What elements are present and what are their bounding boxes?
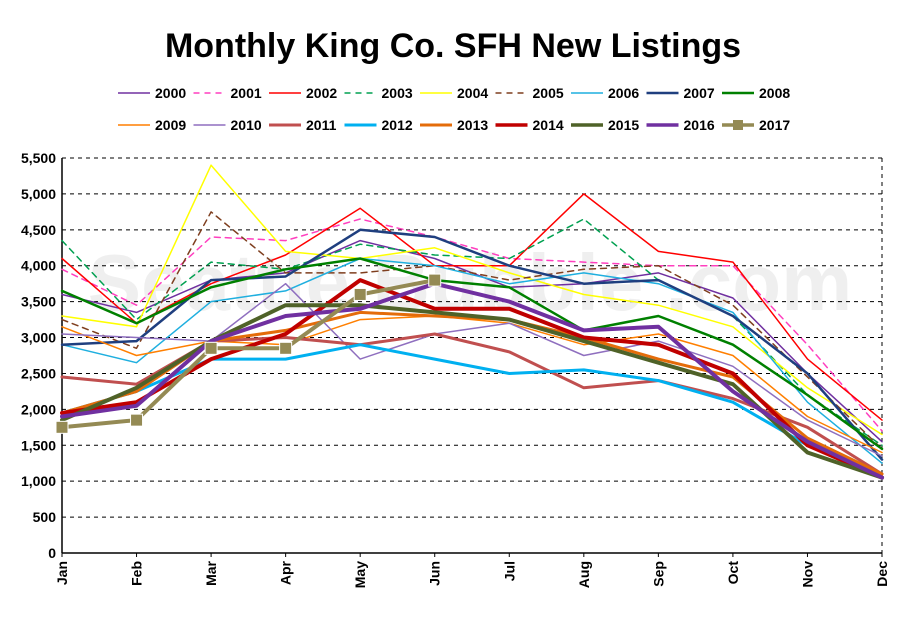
legend-item: 2010 (193, 117, 262, 133)
legend-item: 2002 (269, 85, 337, 101)
legend-label: 2000 (155, 85, 186, 101)
y-tick-label: 5,000 (21, 186, 56, 202)
series-line-2004 (61, 164, 883, 436)
legend-label: 2010 (231, 117, 262, 133)
series-line-2009 (61, 315, 883, 454)
legend-label: 2003 (382, 85, 413, 101)
legend-label: 2009 (155, 117, 186, 133)
plot-area: 0 500 1,000 1,500 2,000 2,500 3,000 3,500 4,000 4… (21, 150, 890, 588)
data-point-2017 (279, 341, 293, 355)
legend-label: 2014 (533, 117, 564, 133)
data-point-2017 (204, 341, 218, 355)
legend-label: 2013 (457, 117, 488, 133)
series-line-2010 (61, 282, 883, 457)
legend-label: 2007 (684, 85, 715, 101)
y-tick-label: 0 (48, 545, 56, 561)
x-tick-label: Jan (54, 561, 70, 585)
series-line-2005 (61, 211, 883, 450)
x-tick-label: Feb (129, 561, 145, 586)
legend-item: 2008 (722, 85, 790, 101)
legend-label: 2015 (608, 117, 639, 133)
series-line-2011 (60, 332, 884, 476)
legend-item: 2014 (495, 117, 564, 133)
x-tick-label: Aug (576, 561, 592, 588)
legend: 2000 2001 2002 2003 2004 2005 2006 2007 2008 2009… (118, 85, 790, 133)
x-tick-label: Oct (725, 561, 741, 585)
data-point-2017 (428, 273, 442, 287)
legend-label: 2006 (608, 85, 639, 101)
legend-label: 2008 (759, 85, 790, 101)
legend-label: 2011 (306, 117, 337, 133)
legend-label: 2004 (457, 85, 488, 101)
chart-title: Monthly King Co. SFH New Listings (165, 27, 741, 65)
legend-item: 2004 (420, 85, 488, 101)
data-point-2017 (130, 413, 144, 427)
legend-item: 2005 (495, 85, 564, 101)
series-line-2014 (60, 278, 884, 480)
legend-label: 2016 (684, 117, 715, 133)
legend-label: 2001 (231, 85, 262, 101)
x-tick-label: Sep (650, 561, 666, 587)
x-tick-label: Nov (799, 561, 815, 588)
data-point-2017 (55, 420, 69, 434)
series-line-2015 (60, 303, 884, 480)
y-tick-label: 2,500 (21, 365, 56, 381)
legend-label: 2012 (382, 117, 413, 133)
series-line-2016 (60, 281, 884, 480)
legend-item: 2001 (193, 85, 262, 101)
legend-item: 2012 (344, 117, 413, 133)
x-tick-label: Jun (427, 561, 443, 586)
legend-label: 2002 (306, 85, 337, 101)
legend-item: 2013 (420, 117, 488, 133)
x-tick-label: Dec (874, 561, 890, 587)
y-tick-label: 3,500 (21, 294, 56, 310)
y-tick-label: 3,000 (21, 330, 56, 346)
x-tick-label: Mar (203, 560, 219, 585)
series-line-2007 (60, 228, 884, 461)
legend-marker (733, 120, 743, 130)
series-line-2008 (60, 257, 884, 451)
y-tick-label: 4,000 (21, 258, 56, 274)
x-tick-label: Apr (278, 560, 294, 585)
legend-item: 2017 (722, 117, 790, 133)
data-point-2017 (353, 287, 367, 301)
y-tick-label: 5,500 (21, 150, 56, 166)
legend-item: 2000 (118, 85, 186, 101)
legend-label: 2005 (533, 85, 564, 101)
legend-item: 2003 (344, 85, 413, 101)
series-line-2003 (61, 218, 883, 447)
y-tick-label: 2,000 (21, 401, 56, 417)
y-tick-label: 1,500 (21, 437, 56, 453)
legend-item: 2011 (269, 117, 337, 133)
y-tick-label: 1,000 (21, 473, 56, 489)
legend-item: 2007 (646, 85, 715, 101)
legend-item: 2009 (118, 117, 186, 133)
legend-item: 2006 (571, 85, 639, 101)
series-line-2006 (61, 257, 883, 464)
legend-item: 2015 (571, 117, 639, 133)
legend-item: 2016 (646, 117, 715, 133)
y-tick-label: 4,500 (21, 222, 56, 238)
series-line-2017 (60, 278, 437, 430)
x-tick-label: May (352, 561, 368, 588)
x-tick-label: Jul (501, 561, 517, 581)
legend-label: 2017 (759, 117, 790, 133)
y-tick-label: 500 (33, 509, 57, 525)
